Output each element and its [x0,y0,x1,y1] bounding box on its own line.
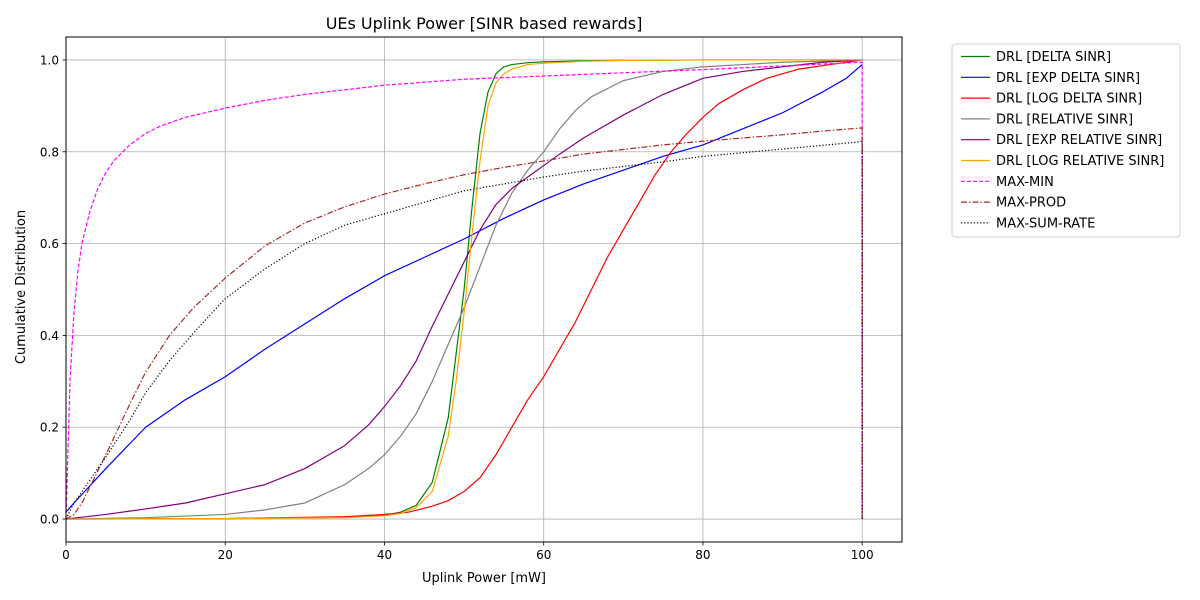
series-line-drl-exp-delta-sinr [65,64,863,513]
series-layer [65,59,863,520]
legend-label-max-prod: MAX-PROD [996,196,1066,211]
series-line-drl-log-delta-sinr [65,59,863,520]
legend-label-drl-log-delta-sinr: DRL [LOG DELTA SINR] [996,92,1142,107]
legend-label-drl-relative-sinr: DRL [RELATIVE SINR] [996,112,1133,127]
x-tick-label: 20 [218,548,233,562]
legend-label-drl-delta-sinr: DRL [DELTA SINR] [996,50,1111,65]
x-tick-label: 100 [851,548,874,562]
series-line-drl-relative-sinr [65,59,863,520]
legend-frame [951,43,1181,238]
series-line-max-min [65,61,863,520]
series-line-max-prod [65,127,863,520]
legend-label-max-sum-rate: MAX-SUM-RATE [996,216,1095,231]
y-tick-label: 0.6 [40,237,59,251]
x-axis-label: Uplink Power [mW] [422,571,546,586]
x-tick-label: 0 [62,548,70,562]
plot-frame [65,36,903,543]
series-line-drl-exp-relative-sinr [65,59,863,520]
series-line-max-sum-rate [65,141,863,520]
x-tick-label: 80 [695,548,710,562]
y-tick-label: 0.4 [40,329,59,343]
y-axis-label: Cumulative Distribution [14,210,29,364]
legend-label-max-min: MAX-MIN [996,175,1054,190]
y-tick-label: 0.2 [40,421,59,435]
axis-ticks: 0 20 40 60 80 100 0.0 0.2 0.4 0.6 0.8 1.0 [40,53,874,562]
chart-title: UEs Uplink Power [SINR based rewards] [326,14,643,33]
y-tick-label: 1.0 [40,53,59,67]
y-tick-label: 0.8 [40,145,59,159]
series-line-drl-log-relative-sinr [65,59,863,520]
x-tick-label: 60 [536,548,551,562]
y-tick-label: 0.0 [40,513,59,527]
x-tick-label: 40 [377,548,392,562]
legend-label-drl-log-relative-sinr: DRL [LOG RELATIVE SINR] [996,154,1164,169]
legend: DRL [DELTA SINR] DRL [EXP DELTA SINR] DRL … [951,43,1181,238]
legend-label-drl-exp-relative-sinr: DRL [EXP RELATIVE SINR] [996,133,1162,148]
legend-label-drl-exp-delta-sinr: DRL [EXP DELTA SINR] [996,71,1140,86]
